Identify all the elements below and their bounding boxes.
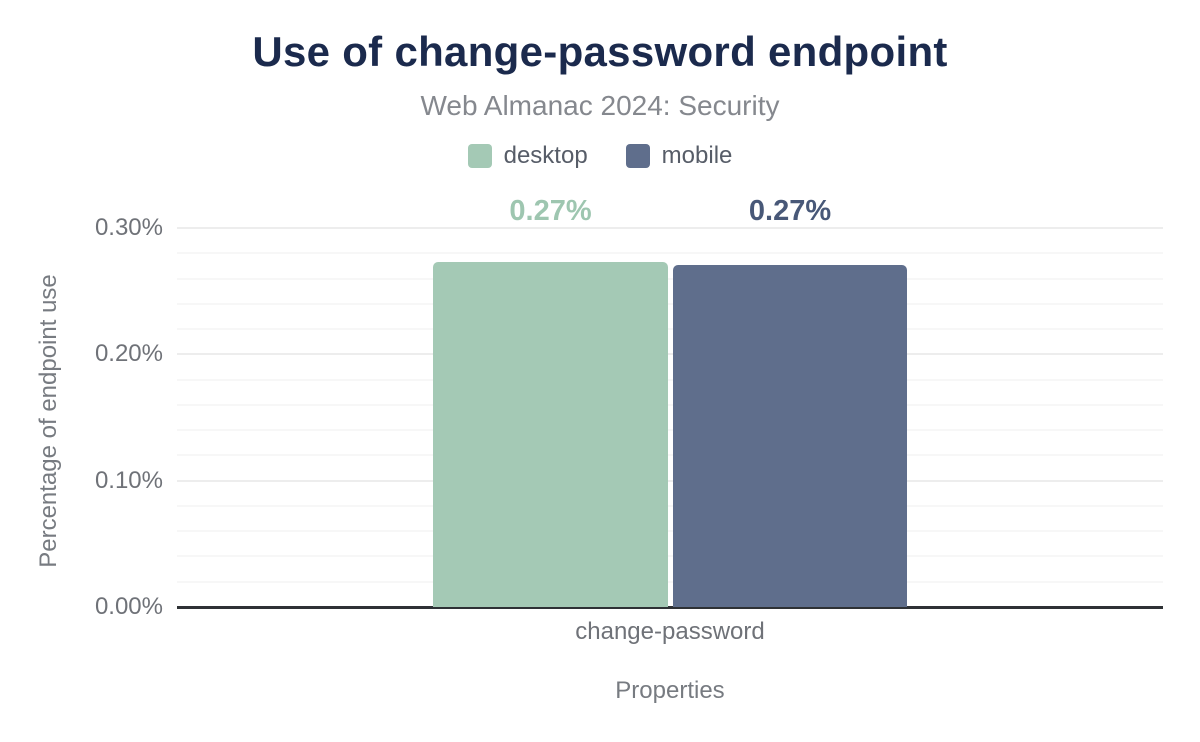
minor-gridline: [177, 580, 1163, 583]
major-gridline: [177, 479, 1163, 482]
minor-gridline: [177, 302, 1163, 305]
legend-label-desktop: desktop: [503, 142, 588, 169]
chart-legend: desktop mobile: [0, 142, 1200, 170]
x-axis-line: [177, 606, 1163, 609]
y-axis-title: Percentage of endpoint use: [35, 274, 62, 568]
legend-item-desktop[interactable]: desktop: [467, 142, 588, 170]
minor-gridline: [177, 454, 1163, 457]
x-tick-label: change-password: [575, 618, 765, 645]
mobile-series-swatch-icon: [625, 144, 650, 168]
bar-desktop[interactable]: [433, 262, 668, 607]
x-axis-title: Properties: [615, 677, 725, 704]
y-tick-label: 0.10%: [94, 466, 163, 494]
data-label-mobile: 0.27%: [748, 195, 832, 227]
legend-label-mobile: mobile: [661, 142, 733, 169]
major-gridline: [177, 227, 1163, 229]
minor-gridline: [177, 403, 1163, 406]
major-gridline: [177, 353, 1163, 356]
minor-gridline: [177, 277, 1163, 280]
data-label-desktop: 0.27%: [509, 195, 592, 227]
y-tick-label: 0.00%: [94, 593, 163, 620]
minor-gridline: [177, 252, 1163, 255]
y-tick-label: 0.30%: [94, 214, 163, 241]
minor-gridline: [177, 328, 1163, 331]
desktop-series-swatch-icon: [467, 144, 492, 168]
minor-gridline: [177, 555, 1163, 558]
minor-gridline: [177, 530, 1163, 533]
plot-area: 0.27% 0.27%: [177, 195, 1163, 609]
chart-title: Use of change-password endpoint: [252, 28, 948, 75]
bar-mobile[interactable]: [673, 265, 907, 607]
y-tick-label: 0.20%: [94, 340, 163, 368]
minor-gridline: [177, 378, 1163, 381]
minor-gridline: [177, 429, 1163, 432]
chart-subtitle: Web Almanac 2024: Security: [420, 90, 780, 121]
legend-item-mobile[interactable]: mobile: [625, 142, 733, 170]
minor-gridline: [177, 504, 1163, 507]
